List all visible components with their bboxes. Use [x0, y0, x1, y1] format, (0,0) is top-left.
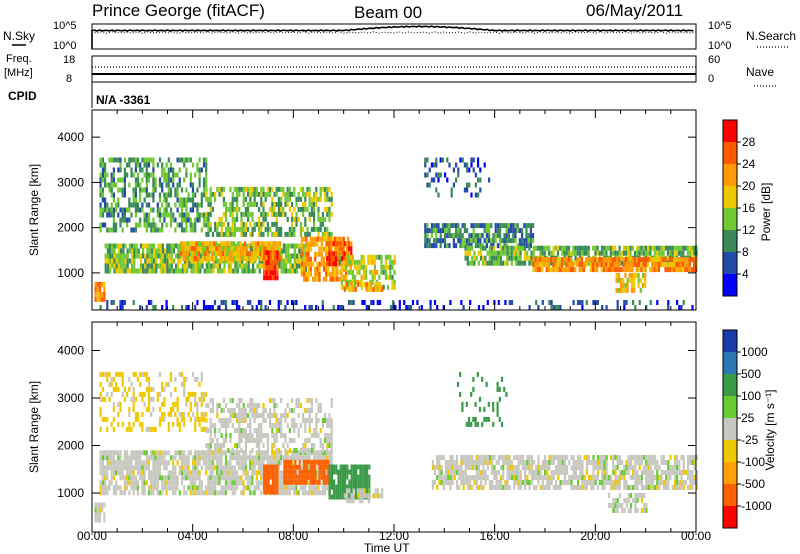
velocity-ytick-label: 3000	[57, 391, 84, 405]
x-tick-label: 04:00	[178, 529, 208, 543]
power-ytick-label: 3000	[57, 175, 84, 189]
velocity-ylabel: Slant Range [km]	[27, 381, 41, 473]
velocity-ytick-label: 4000	[57, 344, 84, 358]
power-colorbar-swatch	[723, 208, 737, 231]
nsky-label: N.Sky	[3, 29, 35, 43]
velocity-colorbar-tick: -25	[741, 433, 759, 447]
velocity-panel: 1000 2000 3000 4000 Slant Range [km]	[27, 321, 698, 533]
velocity-colorbar-swatch	[723, 352, 737, 375]
velocity-colorbar-tick: 500	[741, 367, 761, 381]
velocity-ytick-label: 2000	[57, 439, 84, 453]
power-panel: 1000 2000 3000 4000 Slant Range [km]	[27, 109, 698, 311]
freq-tick-top: 18	[63, 54, 75, 66]
power-colorbar-swatch	[723, 142, 737, 165]
velocity-colorbar-swatch	[723, 440, 737, 463]
power-ytick-label: 4000	[57, 130, 84, 144]
velocity-colorbar-tick: -1000	[741, 499, 772, 513]
power-colorbar-swatch	[723, 164, 737, 187]
velocity-data-cells	[94, 371, 698, 523]
x-tick-label: 20:00	[580, 529, 610, 543]
beam-title: Beam 00	[354, 3, 422, 22]
power-colorbar-tick: 24	[742, 157, 756, 171]
freq-label: Freq.	[6, 53, 32, 65]
velocity-ytick-label: 1000	[57, 486, 84, 500]
freq-unit: [MHz]	[4, 67, 33, 79]
freq-panel: Freq. [MHz] 18 8 60 0 Nave	[4, 53, 776, 87]
velocity-colorbar-tick: -500	[741, 477, 765, 491]
velocity-colorbar-swatch	[723, 396, 737, 419]
velocity-colorbar-swatch	[723, 418, 737, 441]
power-data-cells	[94, 157, 698, 310]
power-colorbar-tick: 20	[742, 179, 756, 193]
velocity-colorbar-swatch	[723, 462, 737, 485]
velocity-colorbar-tick: 1000	[741, 345, 768, 359]
cpid-value: N/A -3361	[96, 93, 151, 107]
velocity-colorbar-tick: 25	[741, 411, 755, 425]
power-ylabel: Slant Range [km]	[27, 164, 41, 256]
power-colorbar-tick: 8	[742, 245, 749, 259]
nsky-tick-top: 10^5	[53, 20, 77, 32]
nave-tick-top: 60	[708, 54, 720, 66]
cpid-label: CPID	[8, 89, 37, 103]
power-colorbar: 28 24 20 16 12 8 4 Power [dB]	[722, 119, 773, 297]
power-colorbar-label: Power [dB]	[759, 183, 773, 242]
nsearch-tick-top: 10^5	[708, 20, 732, 32]
station-title: Prince George (fitACF)	[92, 1, 265, 20]
power-colorbar-swatch	[723, 252, 737, 275]
x-tick-label: 16:00	[480, 529, 510, 543]
velocity-colorbar-label: Velocity [m s⁻¹]	[763, 389, 777, 470]
power-ytick-label: 2000	[57, 221, 84, 235]
nsky-tick-bottom: 10^0	[53, 40, 77, 52]
power-colorbar-tick: 4	[742, 267, 749, 281]
freq-tick-bottom: 8	[66, 73, 72, 85]
x-axis-label: Time UT	[364, 541, 410, 554]
nsearch-tick-bottom: 10^0	[708, 40, 732, 52]
nsky-panel: N.Sky 10^5 10^0 10^5 10^0 N.Search	[3, 20, 796, 52]
nave-tick-bottom: 0	[708, 73, 714, 85]
x-tick-label: 00:00	[77, 529, 107, 543]
date-title: 06/May/2011	[586, 1, 683, 20]
x-axis-tick-labels: 00:00 04:00 08:00 12:00 16:00 20:00 00:00	[77, 529, 711, 543]
velocity-colorbar-swatch	[723, 330, 737, 353]
power-colorbar-swatch	[723, 186, 737, 209]
power-colorbar-swatch	[723, 120, 737, 143]
power-colorbar-swatch	[723, 230, 737, 253]
velocity-colorbar-swatch	[723, 374, 737, 397]
nave-label: Nave	[746, 65, 774, 79]
power-colorbar-tick: 28	[742, 135, 756, 149]
x-tick-label: 12:00	[379, 529, 409, 543]
velocity-colorbar-swatch	[723, 506, 737, 529]
velocity-colorbar-tick: -100	[741, 455, 765, 469]
power-colorbar-swatch	[723, 274, 737, 297]
velocity-colorbar-swatch	[723, 484, 737, 507]
power-ytick-label: 1000	[57, 266, 84, 280]
velocity-colorbar-tick: 100	[741, 389, 761, 403]
velocity-colorbar: 1000 500 100 25 -25 -100 -500 -1000 Velocity [m…	[722, 329, 777, 529]
power-colorbar-tick: 12	[742, 223, 756, 237]
power-colorbar-tick: 16	[742, 201, 756, 215]
nsearch-label: N.Search	[746, 29, 796, 43]
x-tick-label: 00:00	[681, 529, 711, 543]
x-tick-label: 08:00	[278, 529, 308, 543]
